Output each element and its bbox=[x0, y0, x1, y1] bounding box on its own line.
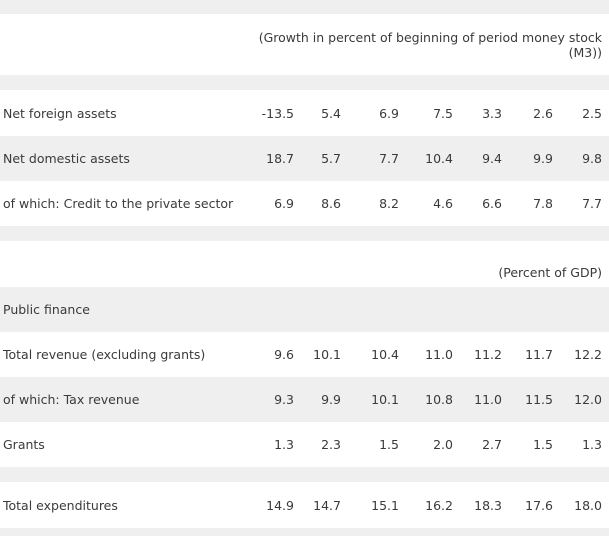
row-value: 18.0 bbox=[574, 497, 602, 513]
row-label: Net domestic assets bbox=[3, 151, 130, 166]
row-value: 12.0 bbox=[574, 392, 602, 407]
table-row: of which: Credit to the private sector 6… bbox=[0, 181, 609, 226]
row-value: 6.9 bbox=[379, 105, 399, 121]
unit-note-growth-line1: (Growth in percent of beginning of perio… bbox=[258, 29, 602, 45]
row-value: 3.3 bbox=[482, 105, 502, 121]
row-value: 2.0 bbox=[433, 437, 453, 452]
section-label: Public finance bbox=[3, 302, 90, 317]
spacer-row bbox=[0, 75, 609, 90]
table-row: Total expenditures 14.9 14.7 15.1 16.2 1… bbox=[0, 482, 609, 528]
spacer-row bbox=[0, 528, 609, 536]
row-value: 9.3 bbox=[274, 392, 294, 407]
row-value: 10.1 bbox=[371, 392, 399, 407]
row-value: 11.5 bbox=[525, 392, 553, 407]
row-value: 10.4 bbox=[371, 347, 399, 362]
row-value: 11.0 bbox=[425, 347, 453, 362]
row-value: 4.6 bbox=[433, 196, 453, 211]
row-value: 15.1 bbox=[371, 497, 399, 513]
row-value: 9.6 bbox=[274, 347, 294, 362]
table-row: Total revenue (excluding grants) 9.6 10.… bbox=[0, 332, 609, 377]
section-row: Public finance bbox=[0, 287, 609, 332]
row-value: 8.6 bbox=[321, 196, 341, 211]
spacer-row bbox=[0, 467, 609, 482]
row-value: 9.4 bbox=[482, 151, 502, 166]
row-value: 7.8 bbox=[533, 196, 553, 211]
row-value: 7.5 bbox=[433, 105, 453, 121]
table-row: of which: Tax revenue 9.3 9.9 10.1 10.8 … bbox=[0, 377, 609, 422]
row-value: 1.3 bbox=[274, 437, 294, 452]
row-value: 17.6 bbox=[525, 497, 553, 513]
row-value: 11.0 bbox=[474, 392, 502, 407]
unit-row-gdp: (Percent of GDP) bbox=[0, 241, 609, 287]
row-value: 14.9 bbox=[266, 497, 294, 513]
table-row: Net domestic assets 18.7 5.7 7.7 10.4 9.… bbox=[0, 136, 609, 181]
row-value: 9.8 bbox=[582, 151, 602, 166]
row-label: Grants bbox=[3, 437, 45, 452]
row-value: 7.7 bbox=[582, 196, 602, 211]
row-value: 8.2 bbox=[379, 196, 399, 211]
row-value: 14.7 bbox=[313, 497, 341, 513]
row-value: 6.9 bbox=[274, 196, 294, 211]
table-row: Grants 1.3 2.3 1.5 2.0 2.7 1.5 1.3 bbox=[0, 422, 609, 467]
row-value: 6.6 bbox=[482, 196, 502, 211]
row-value: 2.3 bbox=[321, 437, 341, 452]
row-value: 10.8 bbox=[425, 392, 453, 407]
spacer-row bbox=[0, 226, 609, 241]
row-value: 11.7 bbox=[525, 347, 553, 362]
row-value: 7.7 bbox=[379, 151, 399, 166]
row-value: 10.4 bbox=[425, 151, 453, 166]
row-value: 9.9 bbox=[533, 151, 553, 166]
row-value: 1.3 bbox=[582, 437, 602, 452]
row-value: 10.1 bbox=[313, 347, 341, 362]
row-value: 18.7 bbox=[266, 151, 294, 166]
table-row: Net foreign assets -13.5 5.4 6.9 7.5 3.3… bbox=[0, 90, 609, 136]
row-value: 12.2 bbox=[574, 347, 602, 362]
row-value: 18.3 bbox=[474, 497, 502, 513]
unit-note-growth: (Growth in percent of beginning of perio… bbox=[259, 14, 602, 75]
unit-note-growth-line2: (M3)) bbox=[568, 44, 602, 60]
row-label: Net foreign assets bbox=[3, 105, 117, 121]
unit-note-gdp: (Percent of GDP) bbox=[498, 241, 602, 287]
row-value: 11.2 bbox=[474, 347, 502, 362]
row-label: of which: Credit to the private sector bbox=[3, 196, 234, 211]
row-value: -13.5 bbox=[261, 105, 294, 121]
row-value: 5.7 bbox=[321, 151, 341, 166]
row-value: 2.6 bbox=[533, 105, 553, 121]
spacer-row bbox=[0, 0, 609, 14]
unit-row-growth: (Growth in percent of beginning of perio… bbox=[0, 14, 609, 75]
row-value: 1.5 bbox=[533, 437, 553, 452]
row-value: 5.4 bbox=[321, 105, 341, 121]
row-value: 1.5 bbox=[379, 437, 399, 452]
row-value: 2.5 bbox=[582, 105, 602, 121]
unit-note-gdp-text: (Percent of GDP) bbox=[498, 265, 602, 280]
row-value: 16.2 bbox=[425, 497, 453, 513]
row-label: of which: Tax revenue bbox=[3, 392, 140, 407]
row-value: 2.7 bbox=[482, 437, 502, 452]
row-value: 9.9 bbox=[321, 392, 341, 407]
row-label: Total expenditures bbox=[3, 497, 118, 513]
row-label: Total revenue (excluding grants) bbox=[3, 347, 206, 362]
